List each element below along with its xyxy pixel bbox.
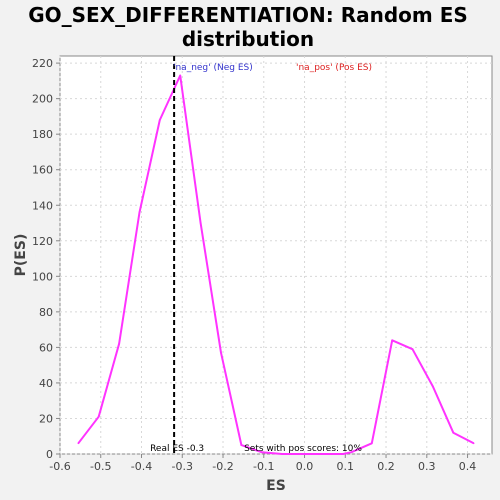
series-point <box>260 451 263 454</box>
sets-pos-scores-label: Sets with pos scores: 10% <box>244 444 362 454</box>
series-point <box>370 442 373 445</box>
series-point <box>220 351 222 354</box>
y-tick-label: 0 <box>46 448 53 461</box>
x-tick-label: -0.1 <box>253 460 274 473</box>
series-point <box>199 222 202 224</box>
series-layer <box>77 74 475 455</box>
series-point <box>240 444 243 446</box>
x-tick-label: -0.3 <box>172 460 193 473</box>
legend-pos-es: 'na_pos' (Pos ES) <box>296 63 372 73</box>
y-tick-label: 40 <box>39 377 53 390</box>
series-point <box>391 339 393 342</box>
x-tick-label: 0.1 <box>337 460 355 473</box>
y-tick-label: 60 <box>39 341 53 354</box>
x-tick-label: -0.2 <box>212 460 233 473</box>
series-point <box>411 348 414 350</box>
legend-neg-es: 'na_neg' (Neg ES) <box>173 63 253 73</box>
y-tick-label: 120 <box>32 235 53 248</box>
x-tick-label: -0.4 <box>131 460 152 473</box>
grid <box>59 56 492 455</box>
series-point <box>118 343 120 345</box>
x-tick-label: 0.4 <box>459 460 477 473</box>
series-point <box>159 119 161 121</box>
x-tick-label: 0.2 <box>377 460 395 473</box>
series-point <box>179 74 182 77</box>
series-point <box>138 211 141 214</box>
x-tick-label: 0.3 <box>418 460 436 473</box>
series-point <box>472 442 475 445</box>
y-tick-label: 80 <box>39 306 53 319</box>
series-point <box>452 431 455 434</box>
y-tick-label: 100 <box>32 270 53 283</box>
series-point <box>322 453 324 455</box>
series-point <box>350 451 353 454</box>
annotations: Real ES -0.3 Sets with pos scores: 10% 'na… <box>150 56 372 454</box>
axis-ticks: -0.6 -0.5 -0.4 -0.3 -0.2 -0.1 0.0 0.1 0.2 0.3 0.4 0… <box>32 57 476 473</box>
series-point <box>342 453 345 455</box>
y-tick-label: 20 <box>39 412 53 425</box>
series-point <box>97 415 100 418</box>
series-point <box>432 385 434 388</box>
real-es-label: Real ES -0.3 <box>150 444 204 454</box>
y-tick-label: 140 <box>32 199 53 212</box>
chart-title-line-2: distribution <box>182 27 314 51</box>
x-axis-label: ES <box>266 478 286 494</box>
y-axis-label: P(ES) <box>13 234 29 277</box>
x-tick-label: 0.0 <box>296 460 314 473</box>
y-tick-label: 220 <box>32 57 53 70</box>
series-point <box>301 453 304 455</box>
chart-title-line-1: GO_SEX_DIFFERENTIATION: Random ES <box>28 3 468 27</box>
series-point <box>77 442 80 445</box>
y-tick-label: 160 <box>32 164 53 177</box>
series-point <box>281 453 283 455</box>
y-tick-label: 200 <box>32 93 53 106</box>
plot-area <box>59 55 493 455</box>
y-tick-label: 180 <box>32 128 53 141</box>
x-tick-label: -0.6 <box>49 460 70 473</box>
x-tick-label: -0.5 <box>90 460 111 473</box>
